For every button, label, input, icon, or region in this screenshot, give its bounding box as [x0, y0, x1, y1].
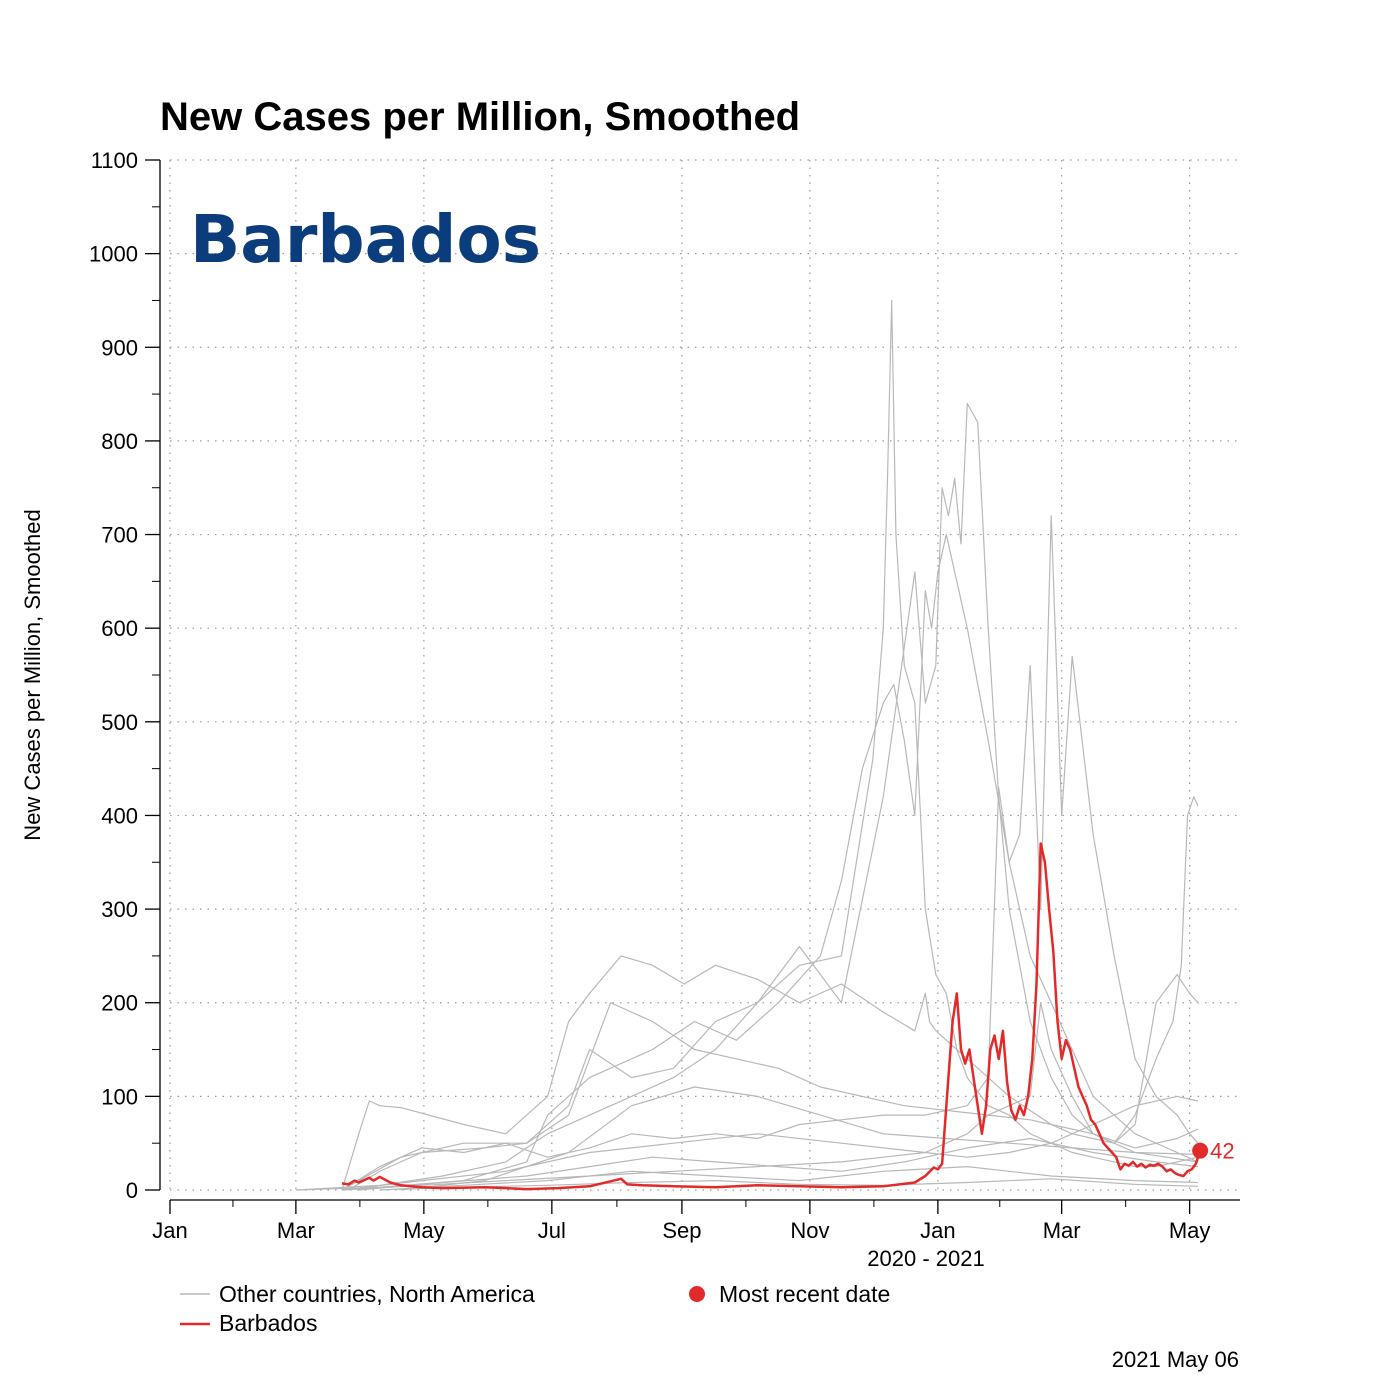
- y-tick-label: 400: [101, 803, 138, 828]
- y-tick-label: 1000: [89, 242, 138, 267]
- other-country-line: [400, 1086, 1199, 1191]
- other-country-line: [341, 796, 1199, 1191]
- other-country-line: [341, 973, 1199, 1191]
- other-country-line: [295, 402, 1199, 1191]
- other-country-line: [379, 1178, 1199, 1191]
- x-tick-label: May: [403, 1218, 445, 1243]
- other-country-line: [341, 515, 1199, 1191]
- most-recent-point: [1192, 1142, 1209, 1159]
- barbados-line: [341, 842, 1202, 1191]
- country-name: Barbados: [190, 201, 541, 278]
- x-tick-label: Sep: [662, 1218, 701, 1243]
- legend: Other countries, North America Barbados …: [180, 1281, 890, 1336]
- y-tick-label: 800: [101, 429, 138, 454]
- y-tick-label: 700: [101, 523, 138, 548]
- legend-barbados-label: Barbados: [219, 1310, 317, 1336]
- other-country-line: [295, 533, 1199, 1191]
- y-tick-label: 500: [101, 710, 138, 735]
- other-country-lines: [295, 299, 1199, 1191]
- y-tick-label: 0: [126, 1178, 138, 1203]
- x-tick-label: Jan: [920, 1218, 955, 1243]
- y-tick-label: 200: [101, 991, 138, 1016]
- y-tick-label: 100: [101, 1084, 138, 1109]
- x-tick-label: Jan: [152, 1218, 187, 1243]
- other-country-line: [358, 1137, 1199, 1191]
- y-tick-label: 900: [101, 335, 138, 360]
- y-tick-label: 600: [101, 616, 138, 641]
- legend-recent-label: Most recent date: [719, 1281, 890, 1307]
- legend-recent-marker: [689, 1286, 705, 1302]
- y-axis-label: New Cases per Million, Smoothed: [20, 509, 45, 840]
- x-axis-label: 2020 - 2021: [867, 1246, 984, 1271]
- other-country-line: [379, 1165, 1199, 1191]
- x-tick-label: Mar: [277, 1218, 315, 1243]
- other-country-line: [347, 299, 1199, 1191]
- x-tick-label: Mar: [1043, 1218, 1081, 1243]
- x-tick-label: Nov: [790, 1218, 829, 1243]
- x-tick-label: May: [1169, 1218, 1211, 1243]
- x-tick-label: Jul: [538, 1218, 566, 1243]
- most-recent-value-label: 42: [1210, 1139, 1234, 1164]
- y-tick-label: 1100: [91, 148, 138, 173]
- legend-others-label: Other countries, North America: [219, 1281, 535, 1307]
- axes: 0 100 200 300 400 500 600 700 800 900 1000 1100 Jan M…: [89, 148, 1240, 1243]
- chart-title: New Cases per Million, Smoothed: [160, 95, 800, 139]
- date-note: 2021 May 06: [1112, 1347, 1239, 1372]
- barbados-line-group: 42: [341, 842, 1235, 1191]
- y-tick-label: 300: [101, 897, 138, 922]
- grid-lines: [169, 159, 1240, 1191]
- other-country-line: [341, 1095, 1199, 1191]
